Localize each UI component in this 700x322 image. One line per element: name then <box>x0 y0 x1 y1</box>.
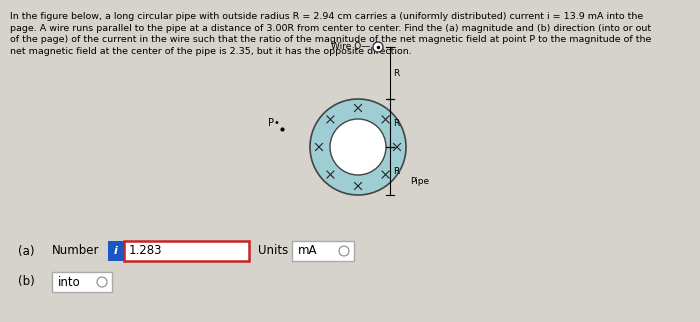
Text: Pipe: Pipe <box>410 176 429 185</box>
Bar <box>108 241 124 261</box>
Text: P•: P• <box>268 118 280 128</box>
Text: R: R <box>393 118 399 128</box>
Text: R: R <box>393 166 399 175</box>
Text: (b): (b) <box>18 276 35 289</box>
Circle shape <box>373 42 383 52</box>
Text: 1.283: 1.283 <box>129 244 162 258</box>
Text: Number: Number <box>52 244 99 258</box>
Text: of the page) of the current in the wire such that the ratio of the magnitude of : of the page) of the current in the wire … <box>10 35 652 44</box>
Text: (a): (a) <box>18 244 34 258</box>
Circle shape <box>330 119 386 175</box>
Text: R: R <box>393 69 399 78</box>
Text: into: into <box>58 276 80 289</box>
Circle shape <box>339 246 349 256</box>
Text: i: i <box>114 246 118 256</box>
Text: Units: Units <box>258 244 288 258</box>
Text: net magnetic field at the center of the pipe is 2.35, but it has the opposite di: net magnetic field at the center of the … <box>10 46 412 55</box>
Text: mA: mA <box>298 244 318 258</box>
Text: In the figure below, a long circular pipe with outside radius R = 2.94 cm carrie: In the figure below, a long circular pip… <box>10 12 643 21</box>
Bar <box>52 272 112 292</box>
Bar <box>292 241 354 261</box>
Bar <box>124 241 249 261</box>
Text: page. A wire runs parallel to the pipe at a distance of 3.00R from center to cen: page. A wire runs parallel to the pipe a… <box>10 24 651 33</box>
Circle shape <box>97 277 107 287</box>
Text: Wire O—: Wire O— <box>330 42 370 51</box>
Circle shape <box>310 99 406 195</box>
